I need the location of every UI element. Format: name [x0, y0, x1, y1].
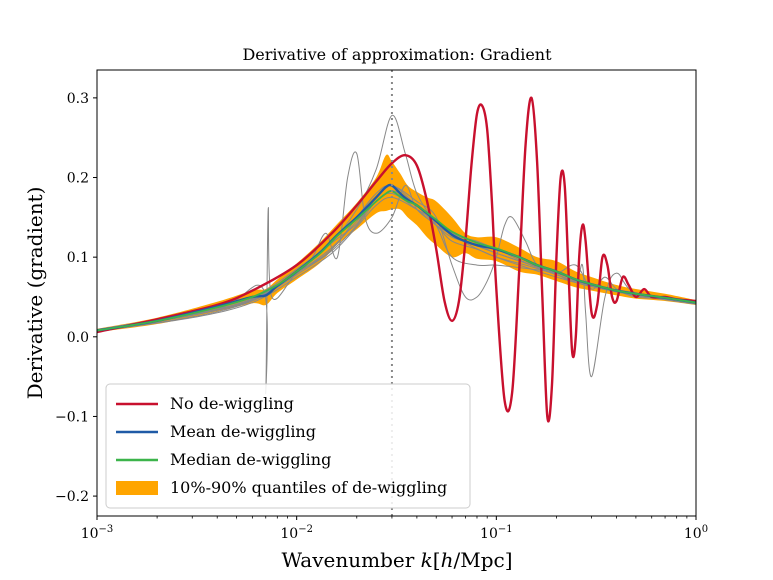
y-tick-label: −0.2: [55, 489, 89, 505]
legend-label: Median de-wiggling: [170, 450, 331, 469]
x-axis-label: Wavenumber k[h/Mpc]: [281, 548, 512, 572]
legend-label: No de-wiggling: [170, 394, 294, 413]
legend-swatch-band: [116, 481, 158, 495]
axes: −0.2 −0.1 0.0 0.1 0.2 0.3 10−3 10−2 10−1 100: [55, 69, 708, 542]
y-tick-label: 0.2: [67, 171, 89, 187]
legend-label: Mean de-wiggling: [170, 422, 316, 441]
x-tick-label: 10−1: [480, 524, 513, 542]
plot-area: [97, 70, 696, 516]
realization-line-1: [97, 114, 696, 331]
series-line-median-de-wiggling: [97, 190, 696, 332]
plot-frame: [96, 69, 697, 517]
legend-label: 10%-90% quantiles of de-wiggling: [170, 478, 447, 497]
x-tick-label: 10−2: [280, 524, 313, 542]
realization-line-6: [97, 192, 696, 378]
y-tick-label: 0.1: [67, 250, 89, 266]
y-tick-label: 0.0: [67, 330, 89, 346]
realization-line-7: [97, 196, 696, 332]
y-tick-label: 0.3: [67, 91, 89, 107]
y-axis-label: Derivative (gradient): [23, 187, 47, 400]
y-tick-label: −0.1: [55, 409, 89, 425]
legend-box: [105, 383, 471, 509]
x-tick-label: 10−3: [81, 524, 114, 542]
chart-title: Derivative of approximation: Gradient: [242, 45, 552, 64]
legend: No de-wiggling Mean de-wiggling Median de-…: [105, 383, 471, 509]
quantile-band: [97, 154, 696, 333]
series-line-no-de-wiggling: [97, 96, 696, 423]
x-tick-label: 100: [684, 524, 708, 542]
